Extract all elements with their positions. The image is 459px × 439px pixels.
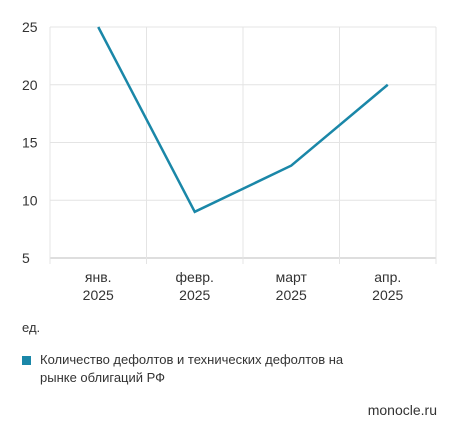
y-tick-label: 20 — [22, 77, 38, 93]
line-chart: 5 10 15 20 25 янв. 2025 февр. 2025 март 2025 апр. 2… — [22, 19, 437, 303]
y-tick-label: 5 — [22, 250, 30, 266]
legend: Количество дефолтов и технических дефолт… — [22, 351, 370, 387]
x-axis-ticks: янв. 2025 февр. 2025 март 2025 апр. 2025 — [83, 269, 404, 303]
legend-swatch — [22, 356, 31, 365]
series-layer — [97, 26, 389, 214]
x-tick-label: март 2025 — [276, 269, 308, 303]
y-tick-label: 15 — [22, 135, 38, 151]
y-tick-label: 10 — [22, 192, 38, 208]
series-line — [97, 26, 389, 214]
grid — [49, 26, 437, 264]
x-tick-label: апр. 2025 — [372, 269, 403, 303]
y-axis-unit-label: ед. — [22, 320, 41, 335]
x-tick-label: февр. 2025 — [176, 269, 214, 303]
y-axis-ticks: 5 10 15 20 25 — [22, 19, 38, 266]
y-tick-label: 25 — [22, 19, 38, 35]
legend-entry: Количество дефолтов и технических дефолт… — [40, 352, 344, 385]
source-label: monocle.ru — [367, 402, 437, 418]
x-tick-label: янв. 2025 — [83, 269, 114, 303]
